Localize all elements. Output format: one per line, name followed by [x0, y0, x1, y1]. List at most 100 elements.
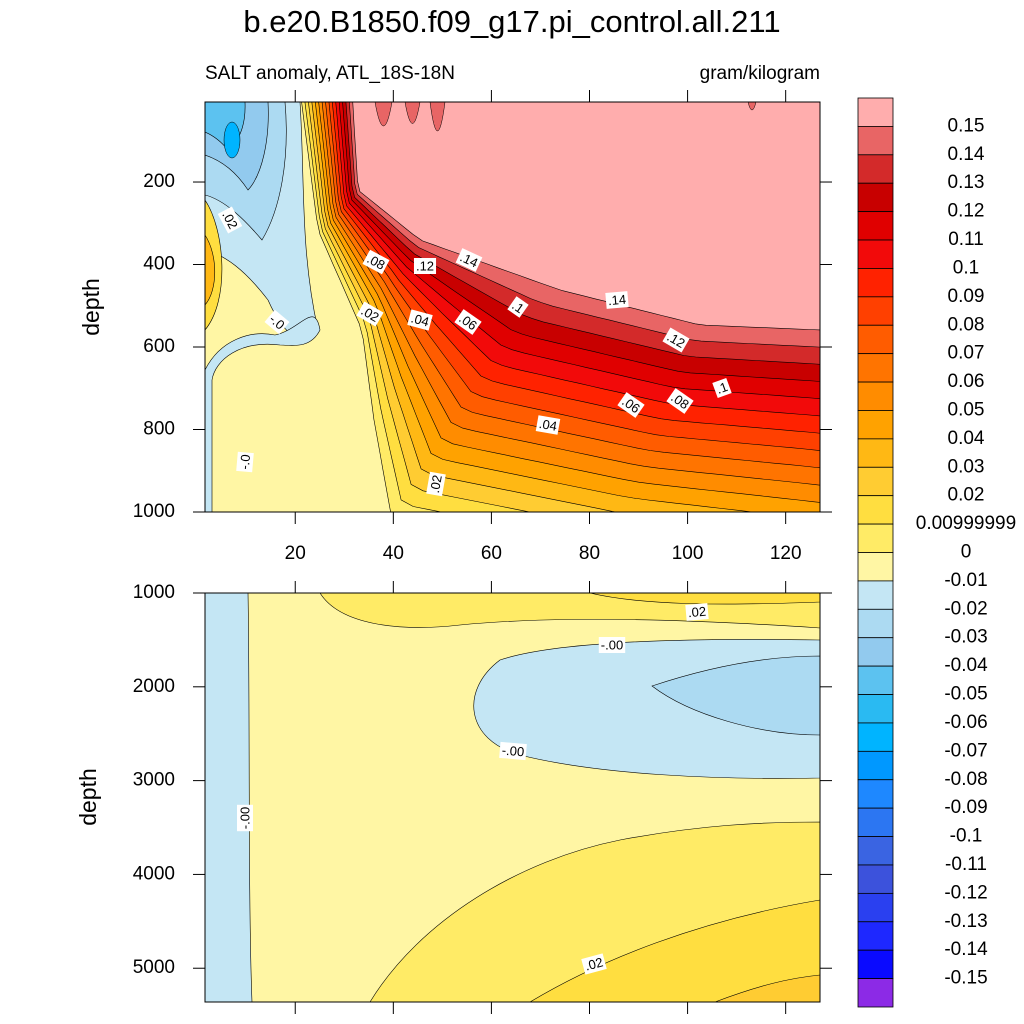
- colorbar-box: [857, 438, 894, 468]
- colorbar-box: [857, 182, 894, 213]
- colorbar-label: -0.13: [944, 911, 987, 932]
- colorbar-box: [857, 665, 894, 695]
- colorbar-box: [857, 353, 894, 383]
- contour-label: -.0: [236, 451, 254, 473]
- colorbar-label: 0.03: [948, 456, 985, 477]
- bottom-panel-fills: [205, 593, 820, 1002]
- colorbar-label: -0.08: [944, 769, 987, 790]
- contour-label-text: .02: [427, 474, 445, 494]
- y-tick-label: 3000: [133, 770, 175, 791]
- colorbar-box: [857, 154, 894, 184]
- contour-label-text: .02: [219, 208, 241, 231]
- colorbar-box: [857, 921, 894, 951]
- contour-label: .1: [507, 296, 529, 318]
- colorbar-label: -0.06: [944, 712, 987, 733]
- colorbar-label: 0.14: [948, 144, 985, 165]
- y-tick-label: 1000: [133, 501, 175, 522]
- x-tick-label: 80: [579, 543, 600, 564]
- colorbar-box: [857, 978, 894, 1008]
- contour-label-text: -.00: [601, 637, 623, 652]
- contour-label-text: .04: [538, 416, 558, 434]
- colorbar-box: [857, 381, 894, 411]
- y-tick-label: 800: [143, 419, 175, 440]
- colorbar-label: 0.09: [948, 286, 985, 307]
- y-tick-label: 1000: [133, 582, 175, 603]
- colorbar-box: [857, 750, 894, 781]
- contour-label-text: .14: [607, 292, 626, 309]
- colorbar-box: [857, 836, 894, 866]
- y-axis-label: depth: [78, 278, 104, 336]
- contour-fill: [429, 102, 446, 132]
- contour-label-text: .14: [458, 249, 481, 270]
- colorbar-label: 0.04: [948, 428, 985, 449]
- contour-label-text: -.0: [237, 454, 253, 470]
- contour-label-box: [356, 301, 384, 327]
- contour-label-box: [662, 327, 690, 353]
- contour-label-text: .04: [409, 310, 430, 329]
- contour-line: [342, 102, 820, 382]
- contour-line: [349, 102, 820, 348]
- contour-line: [308, 102, 532, 512]
- colorbar-box: [857, 296, 894, 326]
- x-tick-label: 20: [285, 543, 306, 564]
- colorbar-label: -0.04: [944, 655, 988, 676]
- contour-label: .02: [356, 301, 384, 327]
- colorbar-box: [857, 523, 894, 553]
- y-tick-label: 400: [143, 254, 175, 275]
- contour-fill: [205, 316, 321, 512]
- contour-fill: [223, 121, 241, 159]
- contour-label-box: [712, 377, 732, 399]
- colorbar-box: [857, 779, 894, 809]
- contour-label-box: [237, 804, 253, 832]
- contour-label-box: [426, 471, 446, 497]
- contour-fill: [651, 655, 820, 736]
- contour-label-box: [605, 291, 629, 309]
- colorbar-box: [857, 495, 894, 525]
- colorbar-label: 0.1: [953, 257, 979, 278]
- colorbar-label: 0.15: [948, 115, 985, 136]
- contour-label-box: [362, 249, 390, 275]
- colorbar-label: -0.03: [944, 627, 987, 648]
- contour-label-box: [413, 258, 437, 274]
- contour-line: [304, 102, 443, 512]
- contour-label-text: .12: [416, 258, 434, 273]
- contour-label: -.00: [237, 804, 253, 832]
- contour-line: [321, 102, 820, 486]
- contour-label: .08: [666, 388, 694, 414]
- colorbar-label: -0.01: [944, 570, 987, 591]
- contour-label: .12: [413, 258, 437, 274]
- contour-label: .04: [407, 309, 433, 331]
- contour-line: [345, 102, 820, 365]
- contour-label-text: .02: [687, 604, 706, 621]
- colorbar-label: -0.02: [944, 598, 987, 619]
- y-tick-label: 5000: [133, 957, 175, 978]
- contour-label: -.0: [264, 309, 290, 335]
- contour-label-box: [507, 296, 529, 318]
- colorbar-label: 0.07: [948, 343, 985, 364]
- contour-label-box: [454, 309, 482, 335]
- contour-label: .04: [535, 415, 561, 435]
- colorbar-box: [857, 239, 894, 269]
- colorbar-box: [857, 211, 894, 241]
- contour-label-text: -.0: [266, 311, 287, 332]
- colorbar-box: [857, 580, 894, 610]
- contour-line: [311, 102, 618, 512]
- contour-label-box: [264, 309, 290, 335]
- colorbar-label: -0.05: [944, 684, 987, 705]
- contour-fill: [529, 899, 820, 1002]
- contour-label-box: [236, 451, 254, 473]
- y-axis-label: depth: [75, 768, 101, 826]
- contour-label-box: [617, 392, 645, 418]
- contour-label-box: [598, 637, 626, 653]
- contour-line: [301, 102, 391, 512]
- contour-line: [318, 102, 820, 503]
- colorbar-label: -0.14: [944, 939, 988, 960]
- colorbar-label: 0.02: [948, 485, 985, 506]
- contour-label: .12: [662, 327, 690, 353]
- units: gram/kilogram: [700, 63, 820, 84]
- contour-label-box: [217, 206, 243, 234]
- contour-label: -.00: [499, 741, 527, 761]
- colorbar-label: -0.12: [944, 882, 987, 903]
- plot-frame: [204, 592, 821, 1003]
- colorbar-box: [857, 410, 894, 440]
